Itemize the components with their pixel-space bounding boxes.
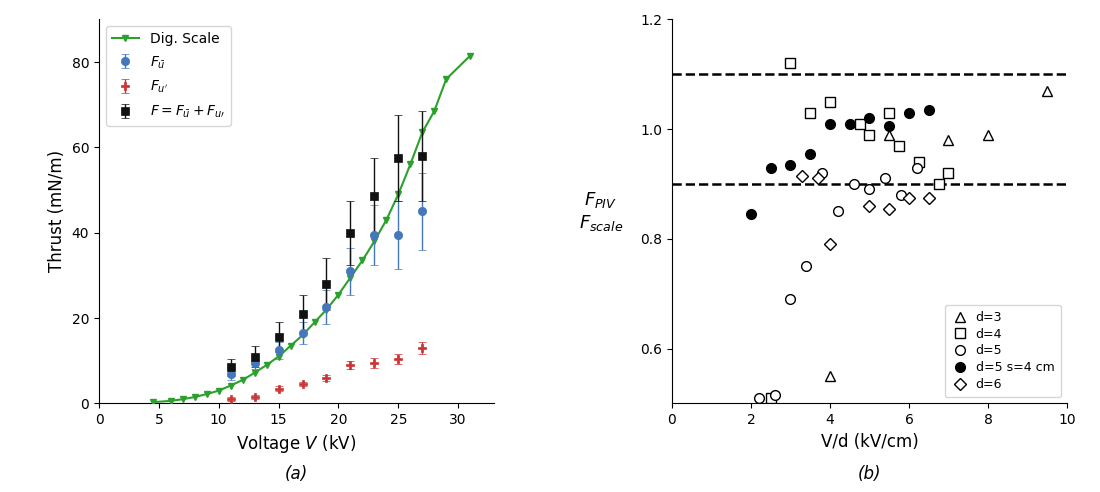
Y-axis label: Thrust (mN/m): Thrust (mN/m) [48, 151, 66, 273]
d=4 [804, 110, 817, 116]
d=3 [981, 132, 994, 138]
Line: d=5: d=5 [754, 163, 922, 403]
d=5 [862, 186, 876, 192]
d=4 [942, 170, 955, 176]
Dig. Scale [188, 394, 201, 400]
Legend: Dig. Scale, $F_{\bar{u}}$, $F_{u'}$, $F = F_{\bar{u}} + F_{u\prime}$: Dig. Scale, $F_{\bar{u}}$, $F_{u'}$, $F … [106, 27, 231, 125]
Dig. Scale [332, 292, 345, 298]
d=3 [1041, 88, 1054, 93]
d=5 s=4 cm [902, 110, 915, 116]
d=5 [800, 263, 813, 269]
d=4 [852, 121, 866, 126]
Dig. Scale [176, 396, 189, 402]
d=5 s=4 cm [764, 164, 778, 170]
Text: (b): (b) [858, 465, 881, 483]
Dig. Scale [260, 362, 273, 368]
Line: d=3: d=3 [825, 86, 1052, 381]
Line: d=5 s=4 cm: d=5 s=4 cm [746, 105, 934, 219]
d=5 s=4 cm [823, 121, 836, 126]
d=5 [847, 181, 860, 187]
d=5 s=4 cm [843, 121, 856, 126]
d=6 [922, 195, 935, 201]
d=6 [812, 176, 825, 182]
d=4 [892, 143, 905, 149]
Dig. Scale [428, 108, 441, 114]
Y-axis label: $F_{PIV}$
$F_{scale}$: $F_{PIV}$ $F_{scale}$ [579, 190, 623, 233]
Dig. Scale [404, 161, 417, 167]
Dig. Scale [344, 275, 358, 280]
Dig. Scale [236, 377, 250, 383]
Dig. Scale [416, 129, 429, 135]
d=5 [768, 392, 781, 398]
Dig. Scale [463, 53, 476, 59]
d=3 [942, 137, 955, 143]
Dig. Scale [146, 399, 160, 405]
d=5 s=4 cm [922, 107, 935, 113]
d=4 [932, 181, 945, 187]
Dig. Scale [392, 191, 405, 197]
d=6 [795, 173, 808, 179]
d=5 [832, 209, 845, 215]
Dig. Scale [308, 319, 321, 325]
Dig. Scale [164, 398, 177, 404]
Dig. Scale [284, 343, 297, 349]
d=3 [823, 373, 836, 379]
Dig. Scale [355, 257, 368, 263]
d=4 [784, 61, 798, 66]
d=6 [902, 195, 915, 201]
Dig. Scale [379, 217, 393, 223]
d=5 [784, 296, 798, 302]
d=5 s=4 cm [784, 162, 798, 168]
Dig. Scale [440, 76, 453, 82]
d=6 [862, 203, 876, 209]
d=5 s=4 cm [882, 123, 895, 129]
d=5 s=4 cm [804, 151, 817, 157]
Dig. Scale [248, 370, 261, 376]
d=5 [752, 395, 766, 401]
Line: d=6: d=6 [799, 172, 933, 248]
d=5 [879, 176, 892, 182]
Dig. Scale [200, 391, 213, 397]
d=4 [764, 395, 778, 401]
Dig. Scale [212, 388, 226, 394]
Line: Dig. Scale: Dig. Scale [150, 53, 473, 405]
d=3 [882, 132, 895, 138]
d=4 [912, 159, 925, 165]
d=5 s=4 cm [862, 115, 876, 121]
d=5 [815, 170, 828, 176]
d=6 [882, 206, 895, 212]
d=5 [894, 192, 908, 198]
d=5 s=4 cm [745, 211, 758, 217]
d=4 [882, 110, 895, 116]
Line: d=4: d=4 [766, 59, 954, 403]
X-axis label: Voltage $V$ (kV): Voltage $V$ (kV) [236, 433, 356, 455]
Dig. Scale [367, 238, 381, 244]
Dig. Scale [224, 383, 238, 389]
d=6 [823, 242, 836, 247]
Text: (a): (a) [285, 465, 308, 483]
Dig. Scale [320, 307, 333, 312]
Legend: d=3, d=4, d=5, d=5 s=4 cm, d=6: d=3, d=4, d=5, d=5 s=4 cm, d=6 [945, 305, 1060, 397]
d=4 [823, 99, 836, 105]
d=5 [911, 164, 924, 170]
X-axis label: V/d (kV/cm): V/d (kV/cm) [821, 433, 918, 451]
Dig. Scale [272, 354, 285, 360]
Dig. Scale [296, 332, 309, 338]
d=4 [862, 132, 876, 138]
